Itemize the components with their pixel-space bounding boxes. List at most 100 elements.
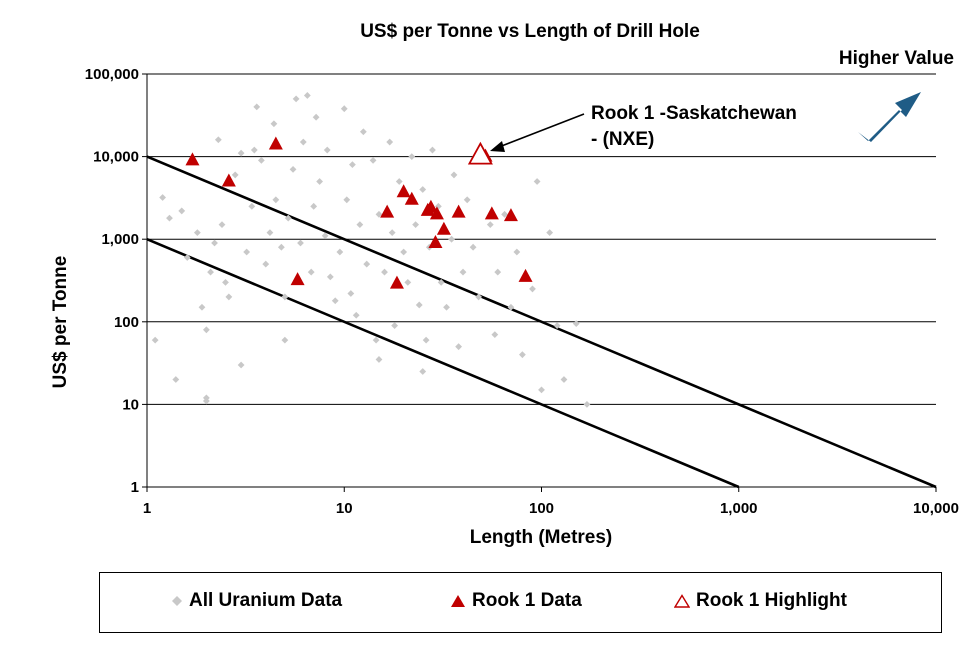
uranium-data-point <box>501 210 508 218</box>
uranium-data-point <box>159 194 167 201</box>
uranium-data-point <box>429 146 436 154</box>
rook1-data-point <box>518 268 533 282</box>
uranium-data-point <box>237 149 245 157</box>
uranium-data-point <box>289 165 297 173</box>
higher-value-label: Higher Value <box>839 48 954 69</box>
rook1-highlight-point <box>467 141 493 165</box>
uranium-data-point <box>463 196 471 204</box>
uranium-data-point <box>257 156 265 164</box>
uranium-data-point <box>166 214 173 222</box>
uranium-data-point <box>231 171 239 179</box>
uranium-data-point <box>237 361 245 369</box>
uranium-data-point <box>202 326 210 334</box>
uranium-data-point <box>475 293 483 301</box>
y-tick-label: 100 <box>114 314 139 331</box>
y-axis-ticks: 1 10 100 1,000 10,000 100,000 <box>85 66 147 496</box>
uranium-data-point <box>391 322 399 329</box>
uranium-data-point <box>422 336 430 344</box>
uranium-data-point <box>211 239 218 247</box>
rook1-data-point <box>221 173 236 187</box>
x-tick-label: 100 <box>529 500 554 517</box>
legend-label-highlight: Rook 1 Highlight <box>696 590 847 611</box>
uranium-data-point <box>331 297 339 305</box>
uranium-data-point <box>178 207 186 215</box>
uranium-data-point <box>408 153 416 160</box>
uranium-data-point <box>494 268 502 276</box>
uranium-data-point <box>225 293 233 301</box>
uranium-data-point <box>419 186 427 193</box>
uranium-data-point <box>486 221 494 229</box>
uranium-data-point <box>533 178 541 185</box>
uranium-data-point <box>299 138 307 146</box>
rook1-annotation-line1: Rook 1 -Saskatchewan <box>591 103 797 124</box>
uranium-data-point <box>546 229 554 237</box>
uranium-data-point <box>207 268 214 276</box>
uranium-data-point <box>583 401 591 408</box>
uranium-data-point <box>292 95 300 103</box>
rook1-data-point <box>185 152 200 166</box>
y-tick-label: 1,000 <box>101 231 139 248</box>
uranium-data-point <box>303 92 311 99</box>
uranium-data-point <box>419 368 427 375</box>
y-axis-label: US$ per Tonne <box>50 256 71 389</box>
uranium-data-point <box>336 248 344 256</box>
rook1-data-point <box>429 206 444 220</box>
uranium-data-point <box>560 376 568 383</box>
grid-lines <box>147 73 936 405</box>
uranium-data-point <box>538 386 545 394</box>
x-tick-label: 10 <box>336 500 353 517</box>
rook1-highlight-series <box>467 141 493 165</box>
uranium-data-point <box>400 248 408 256</box>
uranium-data-point <box>529 285 536 293</box>
uranium-data-point <box>450 171 458 179</box>
uranium-data-point <box>412 221 420 229</box>
reference-line <box>146 155 937 489</box>
rook1-data-series <box>185 136 533 289</box>
uranium-data-point <box>386 138 394 146</box>
uranium-data-point <box>459 268 467 276</box>
y-tick-label: 100,000 <box>85 66 139 83</box>
diamond-marker-icon <box>172 596 182 606</box>
rook1-data-point <box>484 206 499 220</box>
rook1-data-point <box>389 275 404 289</box>
uranium-data-point <box>507 303 515 311</box>
uranium-data-point <box>443 303 450 311</box>
chart-title: US$ per Tonne vs Length of Drill Hole <box>360 21 700 42</box>
uranium-data-point <box>395 178 403 185</box>
uranium-data-point <box>310 202 318 210</box>
uranium-data-point <box>218 221 226 229</box>
rook1-data-point <box>268 136 283 150</box>
uranium-data-point <box>248 202 256 210</box>
rook1-data-point <box>404 191 419 205</box>
uranium-data-point <box>253 103 261 111</box>
uranium-data-point <box>262 260 270 268</box>
rook1-data-point <box>503 208 518 222</box>
uranium-data-point <box>404 278 412 286</box>
rook1-data-point <box>436 221 451 235</box>
rook1-data-point <box>380 204 395 218</box>
uranium-data-point <box>349 161 356 169</box>
uranium-data-point <box>469 243 477 251</box>
uranium-data-point <box>297 239 304 247</box>
uranium-data-point <box>343 196 351 204</box>
axes <box>146 74 936 488</box>
uranium-data-point <box>281 336 289 344</box>
y-tick-label: 10,000 <box>93 149 139 166</box>
uranium-data-point <box>518 351 526 359</box>
uranium-data-point <box>372 336 380 344</box>
uranium-data-series <box>151 92 591 408</box>
uranium-data-point <box>243 248 251 256</box>
uranium-data-point <box>359 128 367 136</box>
uranium-data-point <box>214 136 222 144</box>
uranium-data-point <box>222 278 229 286</box>
reference-lines <box>146 155 937 489</box>
uranium-data-point <box>277 243 285 251</box>
y-tick-label: 10 <box>122 396 139 413</box>
uranium-data-point <box>340 105 348 113</box>
x-tick-label: 1 <box>143 500 151 517</box>
uranium-data-point <box>356 221 364 229</box>
uranium-data-point <box>202 397 210 405</box>
rook1-annotation-line2: - (NXE) <box>591 129 654 150</box>
uranium-data-point <box>375 210 383 218</box>
uranium-data-point <box>375 356 383 363</box>
